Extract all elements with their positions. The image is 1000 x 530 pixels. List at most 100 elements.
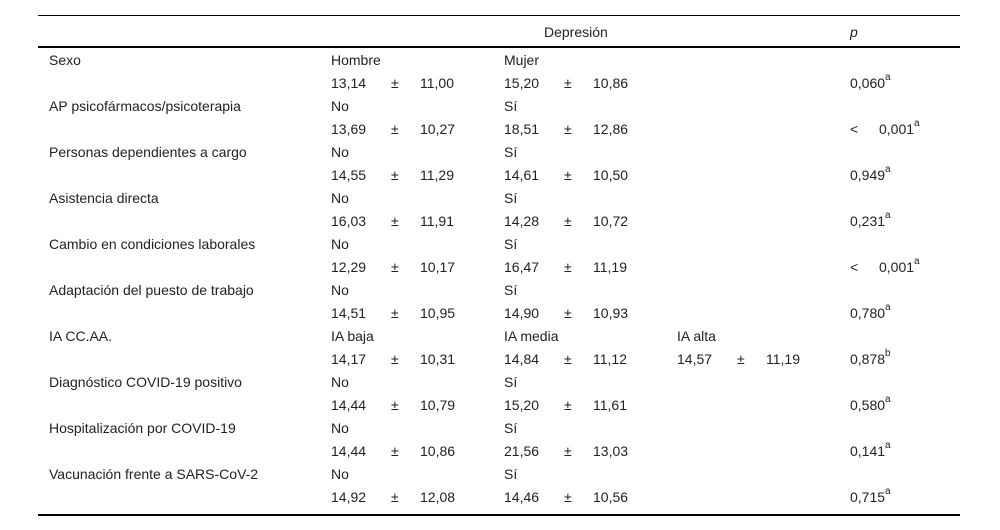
variable-label: Asistencia directa xyxy=(49,190,159,206)
plus-minus-sign: ± xyxy=(737,351,745,367)
plus-minus-sign: ± xyxy=(391,397,399,413)
group-label: Hombre xyxy=(331,52,381,68)
plus-minus-sign: ± xyxy=(391,443,399,459)
p-value-prefix: < xyxy=(850,121,859,137)
plus-minus-sign: ± xyxy=(391,75,399,91)
plus-minus-sign: ± xyxy=(391,489,399,505)
mean-value: 15,20 xyxy=(504,397,540,413)
variable-label: Diagnóstico COVID-19 positivo xyxy=(49,374,242,390)
sd-value: 12,08 xyxy=(420,489,456,505)
p-value-footnote-mark: a xyxy=(885,72,891,84)
mean-value: 14,61 xyxy=(504,167,540,183)
mean-value: 14,90 xyxy=(504,305,540,321)
p-value-header: p xyxy=(850,24,858,40)
mean-value: 12,29 xyxy=(331,259,367,275)
group-label: No xyxy=(331,144,349,160)
plus-minus-sign: ± xyxy=(564,351,572,367)
plus-minus-sign: ± xyxy=(391,167,399,183)
p-value-prefix: < xyxy=(850,259,859,275)
p-value: 0,715a xyxy=(850,486,891,509)
table-body: Sexo Hombre Mujer 13,14 ±11,00 15,20 ±10,86 0,0… xyxy=(0,49,1000,509)
group-label: Sí xyxy=(504,374,518,390)
group-label: No xyxy=(331,282,349,298)
group-label: No xyxy=(331,190,349,206)
mean-value: 14,44 xyxy=(331,443,367,459)
p-value-footnote-mark: a xyxy=(885,440,891,452)
sd-value: 10,95 xyxy=(420,305,456,321)
mean-value: 16,47 xyxy=(504,259,540,275)
p-value: 0,878b xyxy=(850,348,891,371)
group-label: IA baja xyxy=(331,328,374,344)
sd-value: 11,91 xyxy=(420,213,454,229)
p-value-footnote-mark: a xyxy=(885,210,891,222)
table-row-label: Sexo Hombre Mujer xyxy=(0,49,1000,72)
plus-minus-sign: ± xyxy=(391,121,399,137)
variable-label: AP psicofármacos/psicoterapia xyxy=(49,98,241,114)
p-value-number: 0,001 xyxy=(879,259,915,275)
table-row-values: 14,44 ±10,86 21,56 ±13,03 0,141a xyxy=(0,440,1000,463)
p-value-footnote-mark: a xyxy=(885,164,891,176)
plus-minus-sign: ± xyxy=(564,259,572,275)
p-value: 0,231a xyxy=(850,210,891,233)
sd-value: 11,19 xyxy=(593,259,627,275)
sd-value: 10,79 xyxy=(420,397,456,413)
group-label: Sí xyxy=(504,98,518,114)
variable-label: Vacunación frente a SARS-CoV-2 xyxy=(49,466,259,482)
variable-label: IA CC.AA. xyxy=(49,328,113,344)
p-value-number: 0,949 xyxy=(850,167,886,183)
table-row-label: Adaptación del puesto de trabajo No Sí xyxy=(0,279,1000,302)
p-value-footnote-mark: a xyxy=(914,118,920,130)
mean-value: 14,57 xyxy=(677,351,713,367)
mean-value: 15,20 xyxy=(504,75,540,91)
sd-value: 10,50 xyxy=(593,167,629,183)
p-value: 0,780a xyxy=(850,302,891,325)
p-value-number: 0,715 xyxy=(850,489,886,505)
table-row-values: 14,51 ±10,95 14,90 ±10,93 0,780a xyxy=(0,302,1000,325)
group-label: Mujer xyxy=(504,52,540,68)
group-label: No xyxy=(331,466,349,482)
sd-value: 10,86 xyxy=(420,443,456,459)
p-value-footnote-mark: b xyxy=(885,348,891,360)
sd-value: 10,56 xyxy=(593,489,629,505)
mean-value: 16,03 xyxy=(331,213,367,229)
variable-label: Sexo xyxy=(49,52,81,68)
sd-value: 10,72 xyxy=(593,213,629,229)
p-value-number: 0,780 xyxy=(850,305,886,321)
table-row-values: 14,92 ±12,08 14,46 ±10,56 0,715a xyxy=(0,486,1000,509)
group-label: IA media xyxy=(504,328,559,344)
table-row-values: 16,03 ±11,91 14,28 ±10,72 0,231a xyxy=(0,210,1000,233)
p-value-footnote-mark: a xyxy=(885,394,891,406)
p-value-footnote-mark: a xyxy=(885,486,891,498)
table-row-values: 14,44 ±10,79 15,20 ±11,61 0,580a xyxy=(0,394,1000,417)
mean-value: 14,17 xyxy=(331,351,367,367)
table-row-values: 14,17 ±10,31 14,84 ±11,12 14,57 ±11,19 0,878b xyxy=(0,348,1000,371)
plus-minus-sign: ± xyxy=(391,305,399,321)
group-label: No xyxy=(331,98,349,114)
p-value-number: 0,580 xyxy=(850,397,886,413)
table-row-label: AP psicofármacos/psicoterapia No Sí xyxy=(0,95,1000,118)
mean-value: 14,44 xyxy=(331,397,367,413)
group-label: Sí xyxy=(504,420,518,436)
plus-minus-sign: ± xyxy=(391,213,399,229)
table-row-values: 13,69 ±10,27 18,51 ±12,86 <0,001a xyxy=(0,118,1000,141)
variable-label: Hospitalización por COVID-19 xyxy=(49,420,236,436)
sd-value: 11,00 xyxy=(420,75,454,91)
plus-minus-sign: ± xyxy=(564,305,572,321)
mean-value: 14,46 xyxy=(504,489,540,505)
sd-value: 10,31 xyxy=(420,351,456,367)
table-top-rule xyxy=(38,15,960,16)
plus-minus-sign: ± xyxy=(564,213,572,229)
table-row-values: 13,14 ±11,00 15,20 ±10,86 0,060a xyxy=(0,72,1000,95)
p-value-footnote-mark: a xyxy=(885,302,891,314)
p-value: 0,949a xyxy=(850,164,891,187)
group-label: No xyxy=(331,420,349,436)
p-value-footnote-mark: a xyxy=(914,256,920,268)
sd-value: 11,29 xyxy=(420,167,454,183)
mean-value: 14,55 xyxy=(331,167,367,183)
sd-value: 13,03 xyxy=(593,443,629,459)
mean-value: 13,69 xyxy=(331,121,367,137)
group-label: Sí xyxy=(504,236,518,252)
table-row-values: 12,29 ±10,17 16,47 ±11,19 <0,001a xyxy=(0,256,1000,279)
table-row-label: IA CC.AA. IA baja IA media IA alta xyxy=(0,325,1000,348)
variable-label: Adaptación del puesto de trabajo xyxy=(49,282,254,298)
